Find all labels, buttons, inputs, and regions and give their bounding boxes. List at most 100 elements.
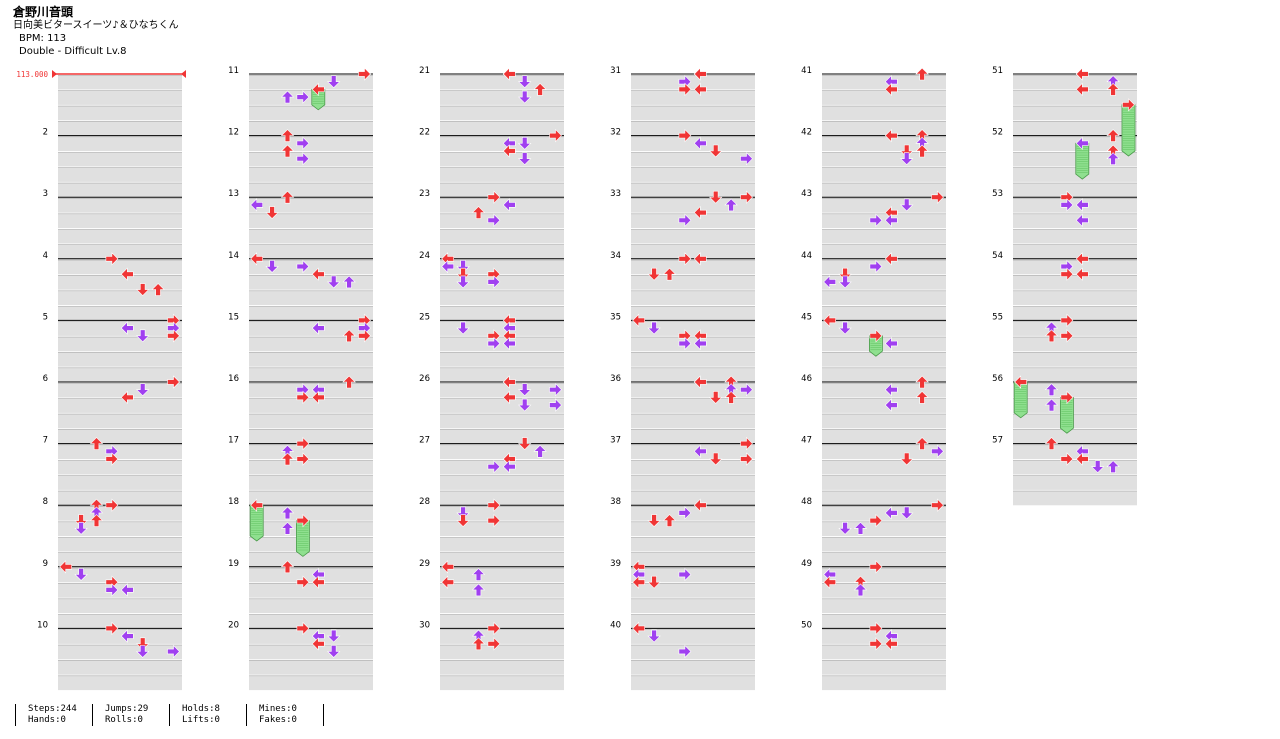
step-arrow-l bbox=[884, 637, 898, 651]
beat-band bbox=[631, 583, 755, 598]
beat-band bbox=[58, 198, 182, 213]
beat-band bbox=[249, 244, 373, 259]
step-arrow-d bbox=[647, 575, 661, 589]
beat-band bbox=[58, 444, 182, 460]
step-arrow-d bbox=[135, 329, 150, 343]
step-arrow-l bbox=[502, 198, 516, 212]
step-arrow-l bbox=[632, 575, 646, 589]
beat-band bbox=[249, 213, 373, 229]
step-arrow-u bbox=[853, 583, 868, 597]
song-header: 倉野川音頭 日向美ビタースイーツ♪＆ひなちくん BPM: 113 Double … bbox=[13, 6, 179, 57]
step-arrow-u bbox=[533, 82, 547, 96]
step-arrow-u bbox=[915, 67, 929, 81]
beat-band bbox=[822, 213, 946, 229]
step-arrow-l bbox=[693, 375, 707, 389]
beat-band bbox=[822, 152, 946, 167]
step-arrow-d bbox=[838, 521, 852, 535]
step-arrow-r bbox=[296, 452, 310, 466]
beat-band bbox=[440, 105, 564, 121]
beat-band bbox=[822, 490, 946, 506]
measure-number: 42 bbox=[801, 128, 812, 138]
beat-band bbox=[58, 213, 182, 229]
measure-number: 38 bbox=[610, 497, 621, 507]
beat-band bbox=[58, 182, 182, 198]
beat-band bbox=[440, 475, 564, 490]
beat-band bbox=[822, 567, 946, 583]
step-arrow-d bbox=[517, 137, 532, 150]
beat-band bbox=[822, 398, 946, 413]
stats-holds-col: Holds:8 Lifts:0 bbox=[169, 704, 246, 726]
measure-number: 33 bbox=[610, 189, 621, 199]
step-arrow-d bbox=[517, 90, 532, 104]
beat-band bbox=[249, 490, 373, 506]
bpm-marker-tick-right bbox=[181, 70, 186, 78]
measure-number: 10 bbox=[37, 620, 48, 630]
step-arrow-r bbox=[358, 329, 371, 343]
step-arrow-r bbox=[549, 128, 562, 143]
beat-band bbox=[58, 475, 182, 490]
step-arrow-l bbox=[884, 506, 898, 520]
beat-band bbox=[249, 367, 373, 383]
beat-band bbox=[249, 460, 373, 475]
beat-band bbox=[440, 614, 564, 629]
step-arrow-l bbox=[311, 321, 325, 335]
step-arrow-r bbox=[869, 259, 883, 274]
stat-rolls: Rolls:0 bbox=[105, 715, 143, 725]
beat-band bbox=[1013, 198, 1137, 213]
step-arrow-d bbox=[326, 629, 341, 643]
beat-band bbox=[58, 244, 182, 259]
beat-band bbox=[822, 352, 946, 367]
beat-band bbox=[249, 352, 373, 367]
measure-number: 19 bbox=[228, 559, 239, 569]
step-arrow-u bbox=[1044, 398, 1059, 412]
beat-band bbox=[58, 105, 182, 121]
step-arrow-l bbox=[120, 267, 134, 281]
step-arrow-u bbox=[1106, 82, 1120, 96]
step-arrow-l bbox=[632, 621, 646, 636]
beat-band bbox=[58, 398, 182, 413]
beat-band bbox=[822, 475, 946, 490]
beat-band bbox=[631, 336, 755, 352]
beat-band bbox=[631, 182, 755, 198]
step-arrow-l bbox=[1075, 252, 1089, 266]
step-arrow-d bbox=[74, 521, 88, 535]
step-arrow-d bbox=[899, 452, 914, 466]
song-title: 倉野川音頭 bbox=[13, 5, 74, 19]
step-arrow-d bbox=[517, 398, 532, 412]
step-arrow-u bbox=[280, 144, 295, 158]
beat-band bbox=[1013, 429, 1137, 444]
step-arrow-l bbox=[311, 82, 325, 97]
beat-band bbox=[1013, 229, 1137, 244]
measure-number: 15 bbox=[228, 312, 239, 322]
beat-band bbox=[1013, 413, 1137, 429]
beat-band bbox=[631, 506, 755, 521]
beat-band bbox=[440, 567, 564, 583]
beat-band bbox=[249, 182, 373, 198]
beat-band bbox=[249, 506, 373, 521]
beat-band bbox=[1013, 152, 1137, 167]
measure-number: 28 bbox=[419, 497, 430, 507]
step-arrow-d bbox=[838, 275, 852, 289]
step-arrow-d bbox=[899, 144, 914, 158]
beat-band bbox=[1013, 367, 1137, 383]
step-arrow-l bbox=[693, 205, 707, 220]
step-arrow-r bbox=[296, 621, 310, 636]
measure-number: 4 bbox=[43, 251, 48, 261]
beat-band bbox=[822, 75, 946, 90]
beat-band bbox=[631, 352, 755, 367]
stat-mines: Mines:0 bbox=[259, 704, 297, 714]
measure-number: 56 bbox=[992, 374, 1003, 384]
step-arrow-u bbox=[1106, 129, 1120, 142]
step-arrow-d bbox=[517, 75, 532, 89]
beat-band bbox=[440, 306, 564, 321]
step-arrow-l bbox=[632, 313, 646, 328]
step-arrow-u bbox=[280, 521, 295, 535]
step-arrow-d bbox=[899, 506, 914, 520]
step-arrow-l bbox=[884, 213, 898, 228]
step-arrow-l bbox=[823, 275, 837, 289]
step-arrow-u bbox=[915, 390, 929, 404]
beat-band bbox=[58, 75, 182, 90]
beat-band bbox=[1013, 490, 1137, 506]
step-arrow-u bbox=[662, 267, 677, 281]
step-arrow-d bbox=[517, 383, 532, 397]
